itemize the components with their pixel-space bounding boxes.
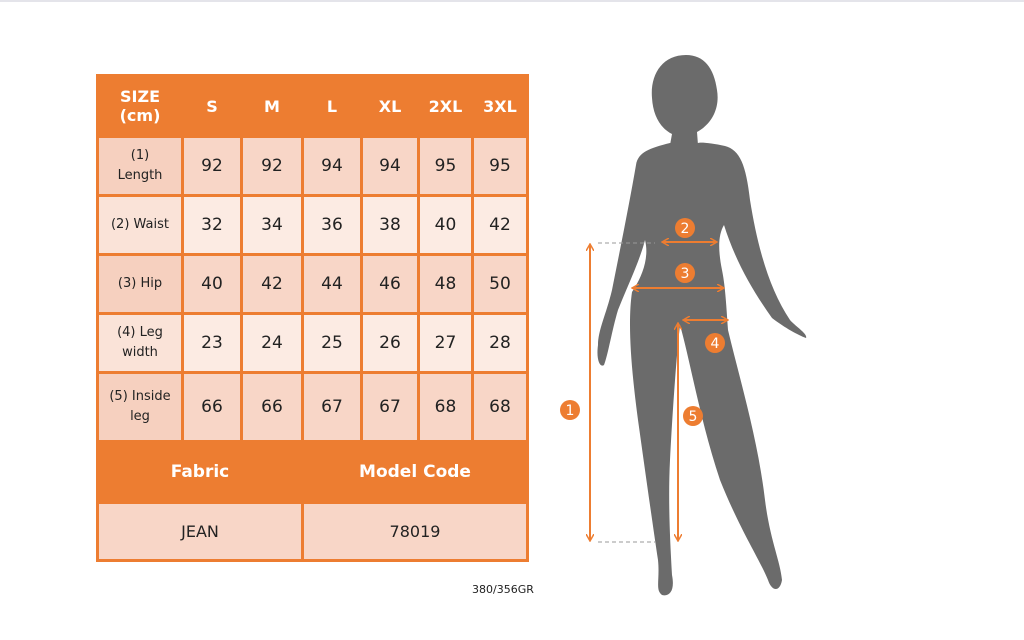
row-label: (1) Length — [96, 135, 184, 197]
row-label: (5) Inside leg — [96, 371, 184, 443]
cell: 34 — [240, 194, 304, 256]
cell: 26 — [360, 312, 420, 374]
row-label: (2) Waist — [96, 194, 184, 256]
fabric-header: Fabric — [96, 440, 304, 504]
size-header: S — [181, 74, 243, 138]
marker-1: 1 — [560, 400, 580, 420]
size-header: M — [240, 74, 304, 138]
table-row-waist: (2) Waist 32 34 36 38 40 42 — [96, 194, 529, 256]
marker-4: 4 — [705, 333, 725, 353]
cell: 23 — [181, 312, 243, 374]
cell: 67 — [301, 371, 363, 443]
marker-2: 2 — [675, 218, 695, 238]
table-row-hip: (3) Hip 40 42 44 46 48 50 — [96, 253, 529, 315]
table-row-length: (1) Length 92 92 94 94 95 95 — [96, 135, 529, 197]
cell: 36 — [301, 194, 363, 256]
cell: 40 — [417, 194, 474, 256]
cell: 46 — [360, 253, 420, 315]
cell: 66 — [181, 371, 243, 443]
svg-text:4: 4 — [711, 336, 720, 352]
svg-text:3: 3 — [681, 266, 690, 282]
top-border — [0, 0, 1024, 2]
cell: 92 — [240, 135, 304, 197]
size-unit-header: SIZE (cm) — [96, 74, 184, 138]
cell: 66 — [240, 371, 304, 443]
table-row-inside-leg: (5) Inside leg 66 66 67 67 68 68 — [96, 371, 529, 443]
cell: 68 — [417, 371, 474, 443]
model-code-value: 78019 — [301, 501, 529, 562]
silhouette — [597, 55, 807, 596]
svg-text:1: 1 — [566, 403, 575, 419]
cell: 42 — [240, 253, 304, 315]
cell: 44 — [301, 253, 363, 315]
guide-lines — [598, 242, 655, 543]
cell: 38 — [360, 194, 420, 256]
row-label: (4) Leg width — [96, 312, 184, 374]
measurement-arrows — [590, 242, 727, 540]
fabric-value: JEAN — [96, 501, 304, 562]
size-header: 3XL — [471, 74, 529, 138]
cell: 95 — [471, 135, 529, 197]
cell: 27 — [417, 312, 474, 374]
cell: 67 — [360, 371, 420, 443]
fabric-header-row: Fabric Model Code — [96, 440, 529, 504]
cell: 24 — [240, 312, 304, 374]
cell: 25 — [301, 312, 363, 374]
cell: 94 — [360, 135, 420, 197]
marker-5: 5 — [683, 406, 703, 426]
size-header-row: SIZE (cm) S M L XL 2XL 3XL — [96, 74, 529, 138]
fabric-value-row: JEAN 78019 — [96, 501, 529, 562]
product-code-caption: 380/356GR — [472, 583, 534, 596]
marker-3: 3 — [675, 263, 695, 283]
row-label: (3) Hip — [96, 253, 184, 315]
cell: 48 — [417, 253, 474, 315]
size-header: XL — [360, 74, 420, 138]
head — [651, 55, 718, 145]
cell: 68 — [471, 371, 529, 443]
size-header: L — [301, 74, 363, 138]
cell: 92 — [181, 135, 243, 197]
svg-text:5: 5 — [689, 409, 698, 425]
cell: 94 — [301, 135, 363, 197]
cell: 40 — [181, 253, 243, 315]
size-header: 2XL — [417, 74, 474, 138]
cell: 28 — [471, 312, 529, 374]
torso-legs — [597, 142, 807, 596]
table-row-leg-width: (4) Leg width 23 24 25 26 27 28 — [96, 312, 529, 374]
cell: 42 — [471, 194, 529, 256]
size-chart-table: SIZE (cm) S M L XL 2XL 3XL (1) Length 92 9… — [96, 74, 529, 562]
cell: 95 — [417, 135, 474, 197]
svg-text:2: 2 — [681, 221, 690, 237]
cell: 50 — [471, 253, 529, 315]
cell: 32 — [181, 194, 243, 256]
model-code-header: Model Code — [301, 440, 529, 504]
